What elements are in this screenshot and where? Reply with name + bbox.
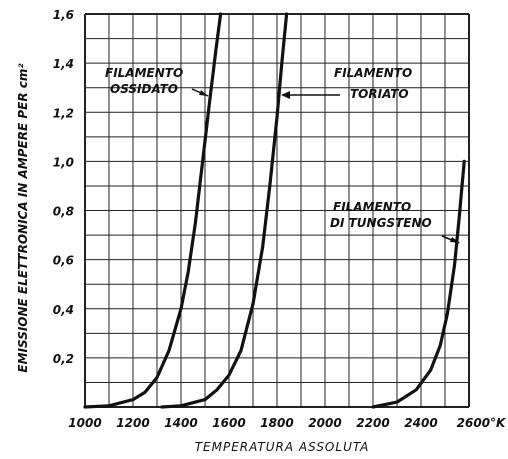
y-tick-label: 1,0 (53, 155, 74, 169)
annotation-toriato-line2: TORIATO (350, 87, 409, 101)
x-tick-label: 2000 (308, 416, 341, 430)
x-tick-label: 2200 (356, 416, 389, 430)
annotation-ossidato-line2: OSSIDATO (110, 82, 178, 96)
x-tick-label: 2600°K (457, 416, 507, 430)
x-tick-label: 1800 (260, 416, 293, 430)
annotation-toriato-line1: FILAMENTO (334, 66, 412, 80)
annotation-tungsteno-arrowhead (450, 237, 460, 243)
grid (84, 13, 470, 408)
y-tick-labels: 0,2 0,4 0,6 0,8 1,0 1,2 1,4 1,6 (53, 8, 74, 366)
y-tick-label: 0,8 (53, 205, 74, 219)
annotation-ossidato-arrowhead (199, 90, 208, 96)
annotation-tungsteno-line2: DI TUNGSTENO (330, 216, 432, 230)
y-tick-label: 0,2 (53, 352, 74, 366)
x-tick-label: 2400 (404, 416, 437, 430)
y-tick-label: 1,4 (53, 57, 74, 71)
x-tick-label: 1200 (116, 416, 149, 430)
annotation-tungsteno-line1: FILAMENTO (333, 200, 411, 214)
x-tick-label: 1000 (68, 416, 101, 430)
x-tick-label: 1600 (212, 416, 245, 430)
x-axis-label: TEMPERATURA ASSOLUTA (195, 440, 370, 454)
curves (83, 12, 466, 409)
series-line-filamento-di-tungsteno (371, 159, 466, 409)
x-tick-label: 1400 (164, 416, 197, 430)
y-tick-label: 1,2 (53, 106, 74, 120)
y-axis-label: EMISSIONE ELETTRONICA IN AMPERE PER cm² (16, 63, 30, 373)
series-line-filamento-toriato (160, 12, 289, 409)
annotation-ossidato-line1: FILAMENTO (105, 66, 183, 80)
y-tick-label: 0,4 (53, 303, 74, 317)
annotation-toriato-arrowhead (281, 91, 290, 99)
x-tick-labels: 1000 1200 1400 1600 1800 2000 2200 2400 2600°K (68, 416, 507, 430)
series-line-filamento-ossidato (83, 12, 223, 409)
y-tick-label: 1,6 (53, 8, 74, 22)
y-tick-label: 0,6 (53, 254, 74, 268)
